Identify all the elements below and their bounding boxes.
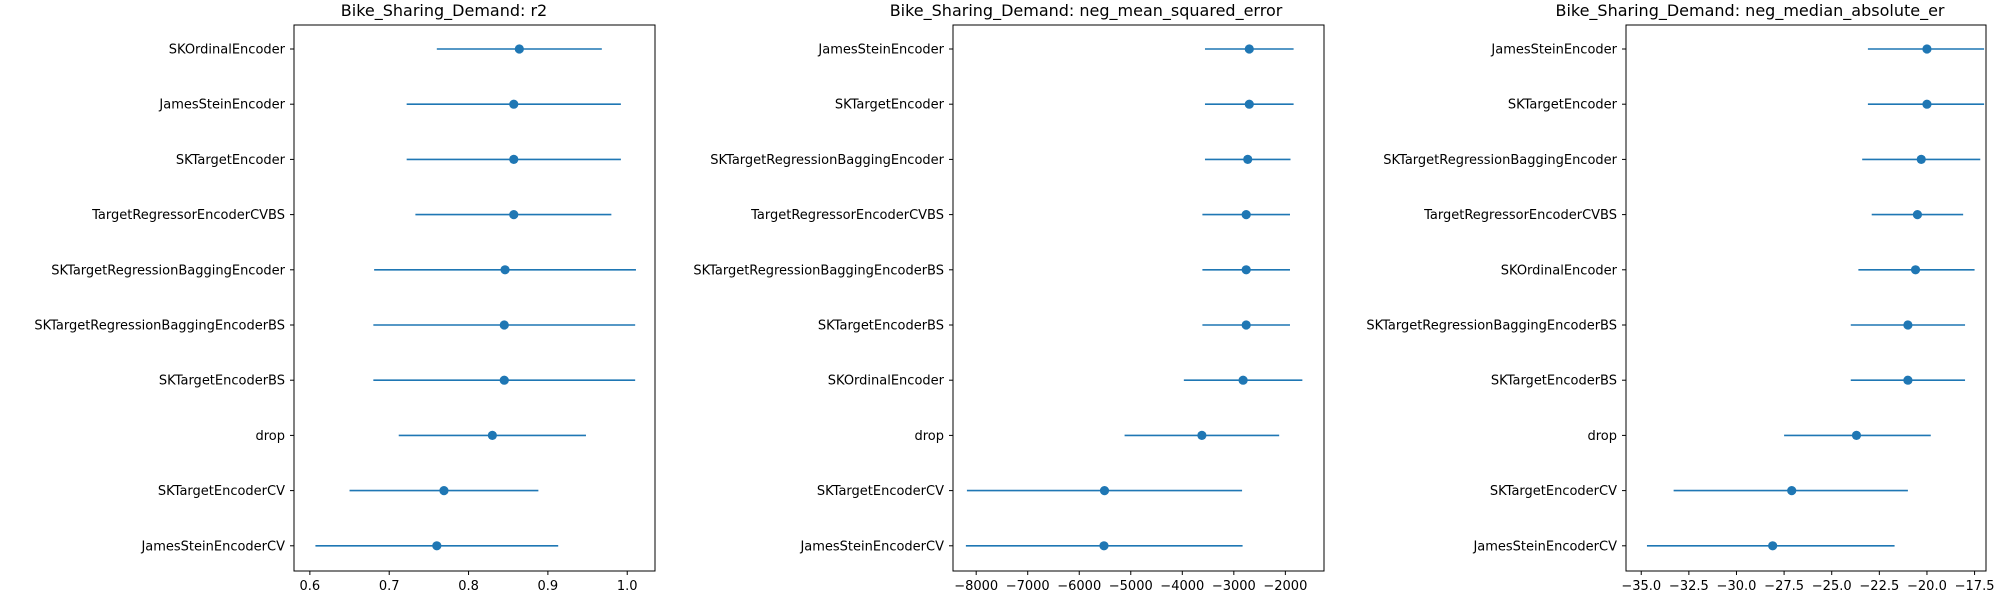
data-point: [487, 430, 497, 440]
data-point: [509, 154, 519, 164]
data-point: [1241, 320, 1251, 330]
y-tick-label: SKTargetRegressionBaggingEncoderBS: [1366, 319, 1617, 334]
x-tick-label: 1.0: [617, 579, 638, 594]
x-tick-label: 0.9: [538, 579, 559, 594]
chart-title: Bike_Sharing_Demand: neg_mean_squared_er…: [890, 1, 1283, 21]
y-tick-label: SKTargetEncoderCV: [158, 484, 285, 499]
chart-title: Bike_Sharing_Demand: r2: [341, 1, 547, 21]
y-tick-label: SKTargetRegressionBaggingEncoder: [710, 153, 944, 168]
x-tick-label: −20.0: [1907, 579, 1947, 594]
plot-area: [1646, 44, 1985, 551]
y-tick-label: JamesSteinEncoder: [1490, 43, 1617, 58]
chart-title: Bike_Sharing_Demand: neg_median_absolute…: [1555, 1, 1944, 21]
plot-area: [315, 44, 636, 551]
data-point: [1922, 99, 1932, 109]
y-tick-label: SKTargetEncoder: [835, 98, 945, 113]
y-tick-label: SKTargetRegressionBaggingEncoder: [1383, 153, 1617, 168]
x-tick-label: −6000: [1057, 579, 1101, 594]
data-point: [1903, 375, 1913, 385]
y-tick-label: JamesSteinEncoderCV: [1472, 539, 1617, 554]
data-point: [509, 99, 519, 109]
y-tick-label: JamesSteinEncoder: [158, 98, 285, 113]
x-tick-label: 0.7: [379, 579, 400, 594]
data-point: [1241, 265, 1251, 275]
x-tick-label: 0.8: [458, 579, 479, 594]
data-point: [1238, 375, 1248, 385]
y-tick-label: drop: [914, 429, 944, 444]
y-tick-label: SKTargetEncoder: [176, 153, 286, 168]
y-tick-label: SKTargetRegressionBaggingEncoderBS: [34, 319, 285, 334]
data-point: [500, 265, 510, 275]
x-tick-label: −5000: [1109, 579, 1153, 594]
y-tick-label: TargetRegressorEncoderCVBS: [91, 208, 285, 223]
y-tick-label: SKOrdinalEncoder: [1501, 263, 1618, 278]
data-point: [1922, 44, 1932, 54]
data-point: [1099, 541, 1109, 551]
y-tick-label: drop: [255, 429, 285, 444]
data-point: [499, 320, 509, 330]
data-point: [1099, 486, 1110, 496]
y-tick-label: JamesSteinEncoder: [817, 43, 944, 58]
x-tick-label: −8000: [954, 579, 998, 594]
data-point: [1768, 541, 1778, 551]
x-tick-label: −27.5: [1764, 579, 1804, 594]
data-point: [432, 541, 442, 551]
y-tick-label: JamesSteinEncoderCV: [799, 539, 944, 554]
y-tick-label: SKOrdinalEncoder: [169, 43, 286, 58]
x-tick-label: −22.5: [1859, 579, 1899, 594]
y-tick-label: SKTargetEncoderBS: [159, 374, 285, 389]
axes-frame: [293, 24, 656, 572]
x-tick-label: 0.6: [300, 579, 321, 594]
data-point: [1851, 430, 1862, 440]
plot-area: [965, 44, 1303, 551]
data-point: [1243, 154, 1253, 164]
data-point: [1910, 265, 1921, 275]
data-point: [1244, 99, 1254, 109]
x-tick-label: −17.5: [1955, 579, 1995, 594]
x-tick-label: −32.5: [1669, 579, 1709, 594]
y-tick-label: SKTargetEncoderCV: [1490, 484, 1617, 499]
data-point: [1903, 320, 1913, 330]
data-point: [1916, 154, 1926, 164]
data-point: [1912, 210, 1923, 220]
x-tick-label: −3000: [1212, 579, 1256, 594]
y-tick-label: JamesSteinEncoderCV: [140, 539, 285, 554]
y-tick-label: SKTargetRegressionBaggingEncoder: [51, 263, 285, 278]
data-point: [514, 44, 524, 54]
data-point: [1244, 44, 1254, 54]
x-tick-label: −7000: [1006, 579, 1050, 594]
y-tick-label: SKTargetEncoderBS: [818, 319, 944, 334]
x-tick-label: −35.0: [1621, 579, 1661, 594]
axes-frame: [952, 24, 1325, 572]
y-tick-label: TargetRegressorEncoderCVBS: [1423, 208, 1617, 223]
y-tick-label: TargetRegressorEncoderCVBS: [750, 208, 944, 223]
data-point: [509, 210, 519, 220]
y-tick-label: drop: [1587, 429, 1617, 444]
y-tick-label: SKTargetEncoder: [1508, 98, 1618, 113]
y-tick-label: SKOrdinalEncoder: [828, 374, 945, 389]
x-tick-label: −2000: [1263, 579, 1307, 594]
chart-neg-median-absolute-error: Bike_Sharing_Demand: neg_median_absolute…: [1366, 1, 1994, 594]
axes-frame: [1625, 24, 1987, 572]
chart-r2: Bike_Sharing_Demand: r2 SKOrdinalEncoder…: [34, 1, 656, 594]
x-tick-label: −4000: [1160, 579, 1204, 594]
chart-neg-mean-squared-error: Bike_Sharing_Demand: neg_mean_squared_er…: [693, 1, 1325, 594]
x-tick-label: −30.0: [1717, 579, 1757, 594]
data-point: [1787, 486, 1797, 496]
y-tick-label: SKTargetEncoderCV: [817, 484, 944, 499]
data-point: [1241, 210, 1251, 220]
y-tick-label: SKTargetEncoderBS: [1491, 374, 1617, 389]
data-point: [1197, 430, 1207, 440]
x-tick-label: −25.0: [1812, 579, 1852, 594]
data-point: [499, 375, 509, 385]
y-tick-label: SKTargetRegressionBaggingEncoderBS: [693, 263, 944, 278]
data-point: [439, 486, 449, 496]
